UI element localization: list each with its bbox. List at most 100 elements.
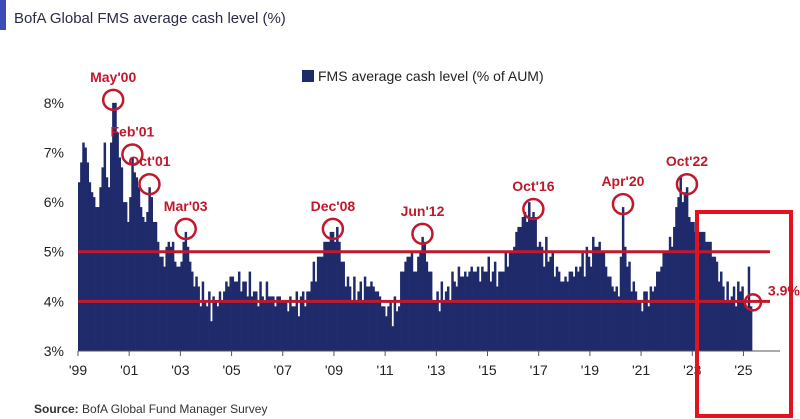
bar: [604, 266, 608, 351]
bar: [188, 261, 192, 351]
bar: [481, 266, 484, 351]
bar: [683, 192, 687, 351]
bar: [252, 291, 256, 351]
bar: [636, 301, 640, 351]
bar: [427, 271, 431, 351]
x-tick-label: '25: [734, 362, 752, 378]
bar: [449, 301, 452, 351]
bar: [257, 306, 260, 351]
peak-label: Dec'08: [311, 198, 356, 214]
x-axis: '99'01'03'05'07'09'11'13'15'17'19'21'23 '…: [69, 350, 780, 378]
bar: [295, 291, 299, 351]
bar: [297, 316, 301, 351]
bar: [528, 202, 531, 351]
bar: [415, 271, 418, 351]
source-note: Source: BofA Global Fund Manager Survey: [34, 402, 267, 416]
bar: [195, 276, 198, 351]
bar: [404, 261, 407, 351]
bar: [233, 281, 237, 351]
bar: [615, 286, 618, 351]
bar: [259, 281, 262, 351]
bar: [208, 291, 211, 351]
bar: [525, 221, 529, 351]
bar: [319, 256, 322, 351]
bar: [745, 306, 749, 351]
bar: [534, 217, 537, 351]
bar: [641, 311, 644, 351]
bar: [724, 301, 727, 351]
peak-label: Feb'01: [110, 123, 154, 139]
bar: [596, 246, 599, 351]
bar: [327, 241, 331, 351]
bar: [389, 301, 392, 351]
bar: [137, 187, 141, 351]
bar: [86, 162, 90, 351]
bar: [566, 281, 569, 351]
bar: [144, 221, 147, 351]
bar: [653, 286, 657, 351]
bar: [446, 286, 450, 351]
bar: [547, 261, 550, 351]
bar: [372, 286, 375, 351]
bar: [306, 291, 309, 351]
bar: [150, 197, 153, 351]
bar: [312, 261, 316, 351]
bar: [173, 261, 177, 351]
bar: [141, 217, 145, 351]
bar: [182, 241, 185, 351]
bar: [720, 271, 723, 351]
bar: [269, 296, 273, 351]
bar: [231, 276, 235, 351]
bar: [555, 266, 559, 351]
bar: [220, 301, 224, 351]
bar: [120, 167, 124, 351]
bar: [348, 286, 352, 351]
bar: [165, 246, 168, 351]
latest-marker: [743, 293, 763, 312]
bar: [638, 301, 642, 351]
bar: [293, 306, 296, 351]
bar: [545, 236, 548, 351]
bar: [496, 286, 499, 351]
x-tick-label: '11: [377, 362, 394, 378]
bar: [459, 276, 463, 351]
bar: [97, 207, 100, 351]
bar: [493, 261, 497, 351]
bar: [103, 142, 107, 351]
bar: [214, 301, 217, 351]
bar: [688, 217, 691, 351]
x-tick-label: '01: [120, 362, 138, 378]
bar: [261, 296, 264, 351]
bar: [739, 291, 742, 351]
bar: [660, 266, 663, 351]
bar: [355, 301, 358, 351]
bar: [453, 281, 456, 351]
bar: [299, 296, 303, 351]
bar: [368, 286, 371, 351]
source-text: BofA Global Fund Manager Survey: [79, 402, 268, 416]
bar: [574, 266, 578, 351]
bar: [464, 271, 467, 351]
bar: [159, 256, 162, 351]
bar: [613, 291, 616, 351]
bar: [673, 226, 676, 351]
bar: [237, 271, 241, 351]
bar: [124, 202, 128, 351]
y-tick-label: 4%: [44, 293, 64, 309]
bar: [438, 311, 441, 351]
bar: [95, 207, 98, 351]
bar: [178, 266, 181, 351]
bar: [440, 281, 444, 351]
bar: [491, 271, 495, 351]
bar: [344, 286, 348, 351]
bar: [677, 197, 680, 351]
bar: [205, 306, 209, 351]
bar: [84, 147, 87, 351]
bar: [451, 271, 454, 351]
peak-label: Mar'03: [164, 198, 208, 214]
bar: [374, 291, 377, 351]
bar: [338, 241, 341, 351]
annotations: May'00 Feb'01 Oct'01 Mar'03 Dec'08 Jun'12 Oct'…: [90, 69, 708, 246]
bar: [444, 291, 448, 351]
bar: [621, 207, 625, 351]
